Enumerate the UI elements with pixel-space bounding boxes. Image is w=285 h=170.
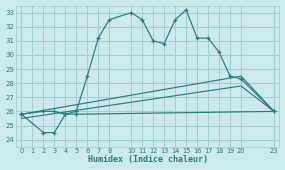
X-axis label: Humidex (Indice chaleur): Humidex (Indice chaleur) <box>88 155 208 164</box>
